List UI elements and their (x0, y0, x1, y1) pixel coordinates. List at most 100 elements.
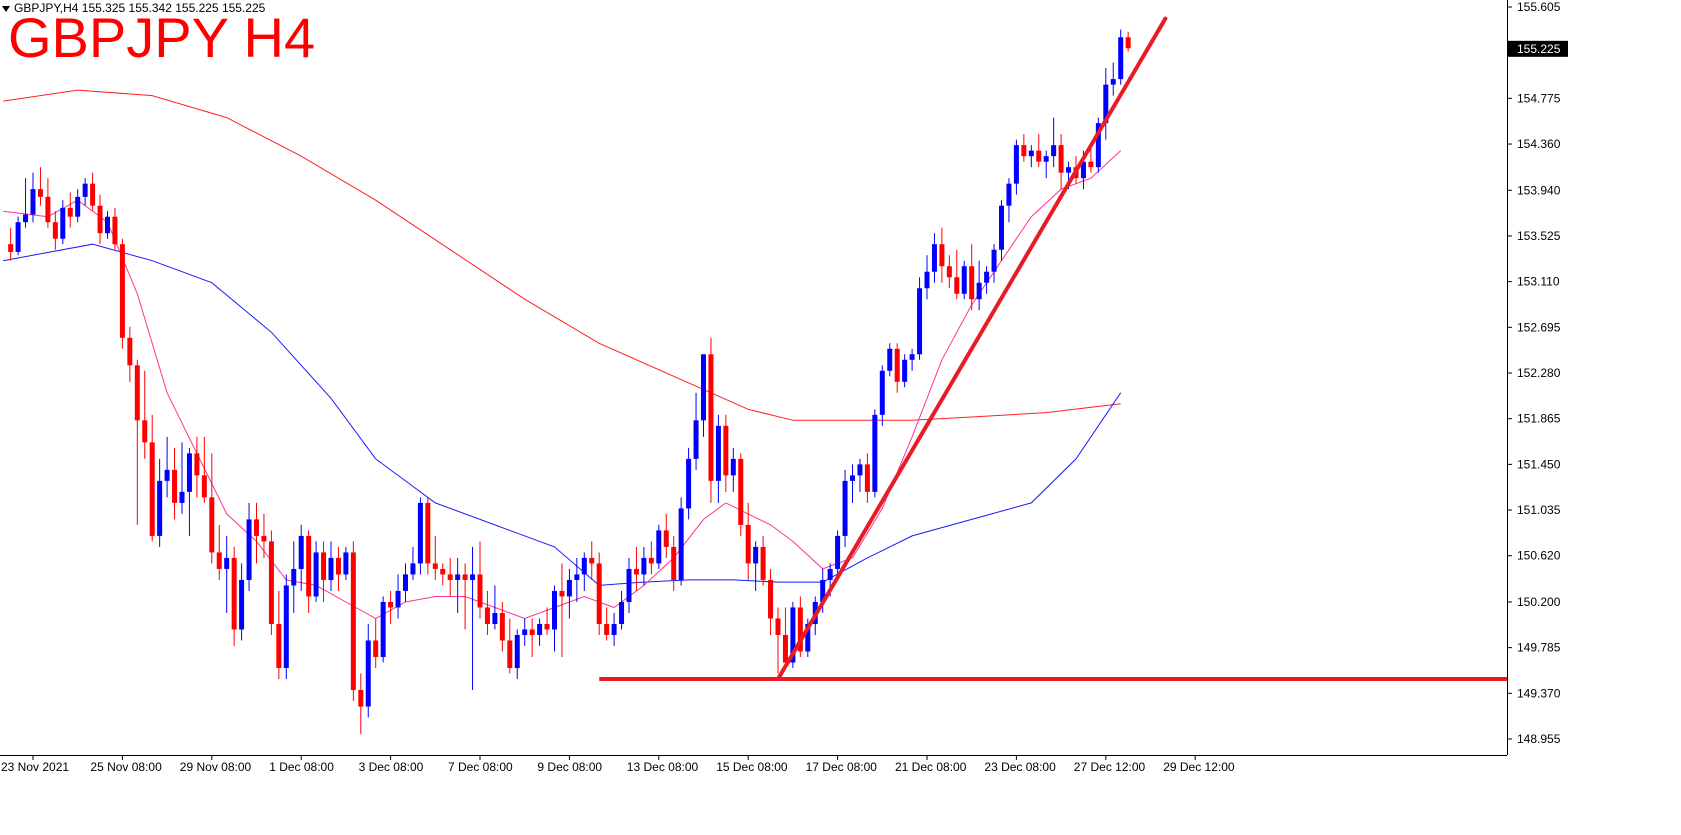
candle-body (112, 216, 118, 245)
candle-body (902, 359, 908, 382)
candle-body (261, 535, 267, 542)
candle-body (194, 453, 200, 476)
candle-body (1095, 123, 1101, 168)
candle-body (723, 425, 729, 476)
candle-body (544, 623, 550, 630)
time-tick-label: 9 Dec 08:00 (537, 760, 602, 774)
candle-body (179, 491, 185, 503)
symbol-info-bar: GBPJPY,H4 155.325 155.342 155.225 155.22… (2, 1, 265, 15)
candle-body (231, 557, 237, 630)
candle-body (574, 574, 580, 580)
candle-body (842, 480, 848, 536)
candle-body (216, 552, 222, 569)
candle-body (201, 475, 207, 498)
candle-body (343, 552, 349, 575)
candle-body (499, 612, 505, 641)
ma-mid-line (3, 243, 1122, 586)
candle-body (604, 623, 610, 635)
candle-body (8, 244, 14, 252)
price-tick-label: 150.200 (1517, 595, 1561, 609)
time-tick-label: 7 Dec 08:00 (448, 760, 513, 774)
candle-body (365, 640, 371, 707)
time-tick-label: 3 Dec 08:00 (359, 760, 424, 774)
candle-body (507, 640, 513, 669)
candle-body (768, 579, 774, 619)
candle-body (1043, 156, 1049, 162)
candle-body (738, 458, 744, 525)
candle-body (37, 189, 43, 197)
candle-body (224, 557, 230, 569)
candle-body (462, 574, 468, 580)
candle-body (142, 420, 148, 443)
candle-body (1125, 37, 1131, 49)
candle-body (328, 557, 334, 580)
price-tick-label: 151.035 (1517, 503, 1561, 517)
candle-body (537, 623, 543, 635)
candle-body (268, 541, 274, 624)
candle-body (23, 214, 29, 223)
candle-body (522, 629, 528, 635)
uptrend-line (776, 16, 1168, 682)
candle-body (708, 354, 714, 481)
candle-body (1066, 167, 1072, 173)
candle-body (149, 442, 155, 536)
price-tick-label: 155.605 (1517, 0, 1561, 14)
candle-body (52, 222, 58, 239)
candle-body (917, 288, 923, 355)
time-axis[interactable]: 23 Nov 2021 25 Nov 08:00 29 Nov 08:00 1 Dec… (1, 755, 1235, 774)
candle-body (976, 282, 982, 300)
candle-body (633, 568, 639, 575)
candle-body (529, 629, 535, 635)
candle-body (254, 519, 259, 536)
candle-body (693, 420, 699, 459)
candle-body (15, 222, 21, 252)
current-price-box (1508, 40, 1568, 57)
candle-body (879, 370, 885, 415)
candle-body (760, 546, 766, 580)
candle-body (1110, 79, 1116, 85)
drawings[interactable] (599, 16, 1507, 682)
candle-body (1021, 145, 1027, 157)
price-tick-label: 149.370 (1517, 686, 1561, 700)
candle-body (894, 348, 900, 382)
candle-body (492, 612, 498, 624)
candle-body (961, 266, 967, 294)
price-tick-label: 153.940 (1517, 183, 1561, 197)
time-tick-label: 17 Dec 08:00 (806, 760, 878, 774)
candle-body (283, 585, 289, 669)
price-tick-label: 154.360 (1517, 137, 1561, 151)
candle-body (321, 552, 327, 580)
time-tick-label: 23 Dec 08:00 (984, 760, 1056, 774)
price-tick-label: 153.525 (1517, 229, 1561, 243)
candle-body (641, 557, 647, 575)
candle-body (678, 508, 684, 580)
time-tick-label: 29 Dec 12:00 (1163, 760, 1235, 774)
candle-body (857, 464, 863, 476)
moving-averages (3, 89, 1122, 620)
candle-body (566, 579, 572, 597)
candle-body (1058, 145, 1064, 173)
candle-body (1080, 161, 1086, 179)
candle-body (395, 590, 401, 608)
candle-body (663, 530, 669, 547)
candle-body (127, 337, 133, 366)
candle-body (656, 530, 662, 564)
candle-body (850, 475, 855, 481)
symbol-line: GBPJPY,H4 155.325 155.342 155.225 155.22… (14, 1, 266, 15)
candle-body (969, 266, 975, 300)
candle-body (75, 196, 81, 217)
candle-body (358, 690, 364, 707)
candle-body (984, 271, 990, 283)
time-tick-label: 1 Dec 08:00 (269, 760, 334, 774)
candle-body (97, 205, 103, 234)
candle-body (835, 535, 841, 569)
candle-body (596, 563, 602, 624)
candle-body (1103, 84, 1109, 124)
candle-body (403, 574, 408, 591)
price-axis[interactable]: 155.605155.190154.775154.360153.940153.5… (1507, 0, 1568, 746)
candle-body (1088, 161, 1094, 168)
dropdown-triangle-icon[interactable] (2, 5, 10, 12)
candle-body (335, 557, 341, 575)
